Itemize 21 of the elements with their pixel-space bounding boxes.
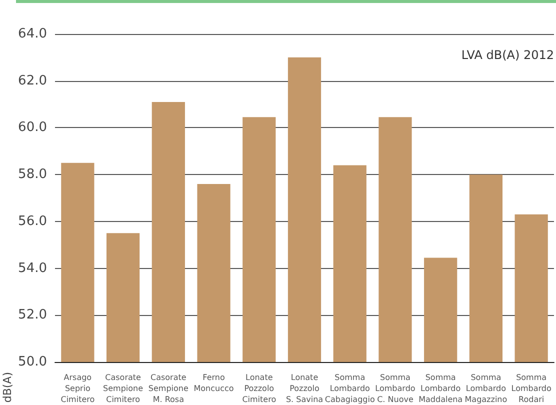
x-tick-label: Ferno Moncucco	[194, 373, 234, 393]
x-tick-label: Casorate Sempione M. Rosa	[148, 373, 188, 404]
y-tick-label: 62.0	[18, 73, 47, 88]
x-tick-label: Casorate Sempione Cimitero	[103, 373, 144, 404]
y-tick-label: 56.0	[18, 214, 47, 229]
annotation: LVA dB(A) 2012	[461, 48, 554, 62]
y-tick-label: 58.0	[18, 167, 47, 182]
x-tick-label: Somma Lombardo Magazzino	[464, 373, 508, 404]
x-tick-label: Somma Lombardo Maddalena	[418, 373, 463, 404]
y-tick-label: 52.0	[18, 308, 47, 323]
x-tick-label: Somma Lombardo Cabagiaggio	[324, 373, 375, 404]
x-tick-label: Lonate Pozzolo S. Savina	[286, 373, 324, 404]
y-tick-label: 50.0	[18, 354, 47, 370]
x-tick-label: Arsago Seprio Cimitero	[60, 373, 95, 404]
y-tick-label: 60.0	[18, 120, 47, 136]
y-tick-label: 54.0	[18, 260, 47, 276]
y-tick-label: 64.0	[18, 26, 47, 42]
x-tick-label: Somma Lombardo Rodari	[511, 373, 552, 404]
x-tick-label: Somma Lombardo C. Nuove	[375, 373, 416, 404]
y-axis-title: dB(A)	[1, 372, 14, 403]
x-tick-label: Lonate Pozzolo Cimitero	[242, 373, 276, 404]
